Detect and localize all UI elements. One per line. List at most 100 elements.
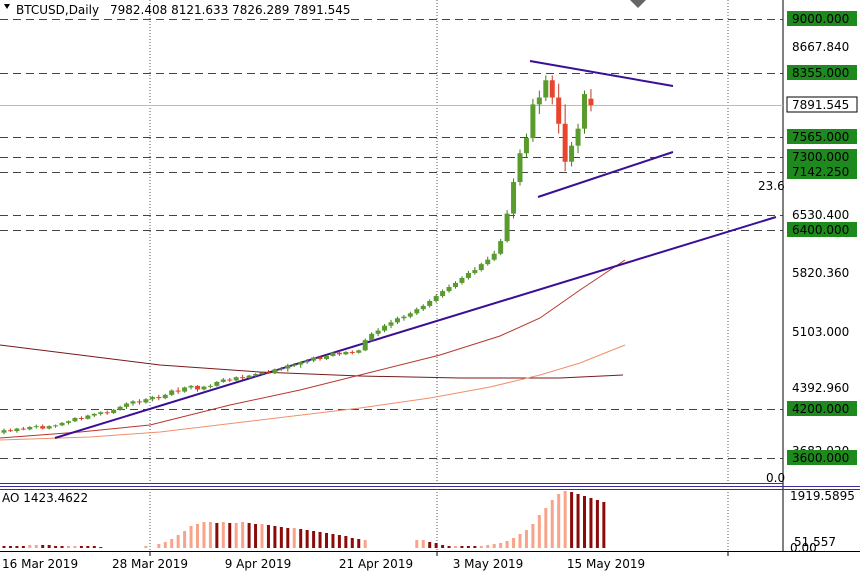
candle [472, 267, 478, 275]
candle [253, 373, 259, 378]
candle [40, 424, 46, 430]
price-tag-box [787, 129, 857, 144]
candle [104, 410, 110, 415]
ao-histogram-bar [34, 545, 38, 548]
ao-histogram-bar [260, 524, 264, 548]
ao-histogram-bar [473, 546, 477, 548]
candle [214, 381, 220, 387]
ao-histogram-bar [292, 528, 296, 548]
candle [27, 426, 33, 431]
ao-histogram-bar [537, 515, 541, 548]
ao-histogram-bar [2, 546, 6, 548]
candle [582, 90, 587, 134]
candle [343, 351, 349, 356]
ao-histogram-bar [421, 540, 425, 548]
candle [336, 351, 342, 356]
ao-histogram-bar [254, 524, 258, 548]
candle [375, 328, 381, 337]
candle [369, 332, 375, 342]
ao-histogram-bar [196, 524, 199, 548]
ao-histogram-bar [350, 538, 354, 548]
candle [356, 349, 362, 354]
candle [169, 389, 175, 396]
candle [536, 90, 542, 114]
candle [175, 387, 181, 394]
support-trendline [54, 216, 777, 439]
price-tag-box [786, 96, 858, 113]
price-tag-label: 7142.250 [792, 165, 849, 179]
candle [78, 416, 84, 421]
scroll-marker-icon [630, 0, 646, 8]
ao-histogram-bar [21, 546, 25, 548]
price-tag-box [787, 149, 857, 164]
ao-histogram-bar [86, 546, 90, 548]
ao-histogram-bar [550, 500, 554, 548]
candle [195, 385, 200, 392]
indicator-axis-label: 1919.5895 [790, 489, 855, 503]
candle [130, 400, 136, 406]
candle [304, 359, 310, 364]
candle [433, 294, 439, 303]
candle [72, 417, 78, 423]
candle [188, 385, 194, 390]
candle [98, 411, 104, 416]
moving-average-long [0, 344, 624, 379]
ao-histogram-bar [512, 538, 516, 548]
price-tag-box [787, 401, 857, 416]
candle [143, 398, 149, 404]
price-tag-box [787, 164, 857, 179]
candle [233, 376, 239, 382]
candle [85, 414, 91, 420]
candle [246, 374, 252, 379]
candle [517, 149, 523, 186]
ao-histogram-bar [454, 546, 457, 548]
fib-label-0-0: 0.0 [766, 471, 785, 485]
candle [7, 428, 13, 432]
ao-histogram-bar [99, 547, 103, 548]
candle [124, 402, 130, 409]
candle [227, 377, 233, 382]
ao-histogram-bar [357, 539, 361, 548]
chart-symbol-timeframe: BTCUSD,Daily [16, 3, 99, 17]
candle [556, 83, 562, 134]
candle [575, 123, 581, 154]
candle [330, 351, 336, 357]
candle [414, 307, 420, 315]
candle [504, 210, 510, 243]
candle [465, 270, 471, 280]
ao-histogram-bar [144, 546, 148, 548]
price-tag-label: 7891.545 [792, 98, 849, 112]
ao-histogram-bar [499, 543, 503, 548]
price-tag-label: 8355.000 [792, 66, 849, 80]
candle [485, 256, 491, 266]
candle [362, 338, 368, 352]
time-axis-label: 15 May 2019 [567, 557, 645, 571]
ao-histogram-bar [208, 522, 212, 548]
candle [136, 399, 142, 405]
price-axis-label: 5820.360 [792, 266, 849, 280]
candle [66, 420, 71, 425]
ao-histogram-bar [544, 508, 548, 548]
ao-histogram-bar [67, 546, 70, 548]
ao-histogram-bar [563, 491, 567, 548]
candle [446, 284, 452, 293]
ao-histogram-bar [157, 544, 161, 548]
ao-histogram-bar [299, 529, 303, 548]
candle [285, 363, 291, 372]
time-axis-label: 16 Mar 2019 [2, 557, 78, 571]
price-tag-box [787, 65, 857, 80]
candle [1, 428, 7, 435]
candle [478, 262, 484, 272]
ao-histogram-bar [215, 523, 219, 548]
ao-histogram-bar [337, 535, 341, 548]
ao-histogram-bar [228, 523, 232, 548]
chart-ohlc-values: 7982.408 8121.633 7826.289 7891.545 [110, 3, 350, 17]
ao-histogram-bar [486, 545, 490, 548]
candle [407, 311, 413, 319]
candle [91, 413, 97, 418]
ao-histogram-bar [312, 531, 316, 548]
candle [291, 362, 297, 367]
ao-histogram-bar [28, 545, 32, 548]
